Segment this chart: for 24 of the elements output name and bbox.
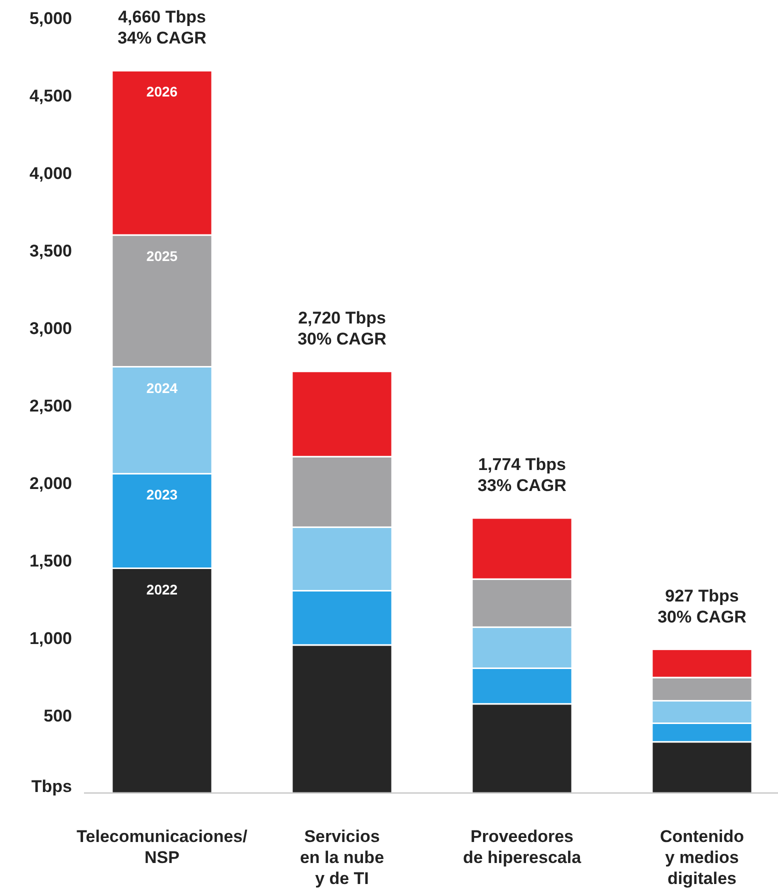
x-tick-label: Contenido y medios digitales [660, 827, 744, 888]
y-tick-label: 5,000 [29, 9, 72, 28]
total-label: 4,660 Tbps 34% CAGR [118, 8, 206, 48]
y-tick-label: 4,000 [29, 164, 72, 183]
x-tick-label: Servicios en la nube y de TI [300, 827, 384, 888]
y-tick-label: 1,000 [29, 629, 72, 648]
y-tick-label: 2,000 [29, 474, 72, 493]
series-label: 2023 [146, 486, 178, 503]
total-label: 1,774 Tbps 33% CAGR [478, 455, 566, 496]
x-tick-label: Telecomunicaciones/ NSP [76, 827, 248, 867]
series-label: 2024 [146, 380, 178, 396]
y-tick-label: 2,500 [29, 396, 72, 416]
series-label: 2025 [146, 248, 178, 264]
x-tick-label: Proveedores de hiperescala [462, 827, 582, 867]
total-label: 927 Tbps 30% CAGR [658, 586, 746, 626]
y-tick-label: 500 [44, 706, 72, 726]
series-label: 2022 [146, 581, 178, 598]
y-tick-label: 1,500 [29, 552, 72, 570]
series-label: 2026 [146, 84, 178, 100]
y-tick-label: 3,000 [29, 319, 72, 338]
total-label: 2,720 Tbps 30% CAGR [298, 308, 386, 348]
y-tick-label: 4,500 [29, 86, 72, 106]
y-tick-label: 3,500 [29, 242, 72, 260]
y-tick-label: Tbps [31, 777, 72, 796]
